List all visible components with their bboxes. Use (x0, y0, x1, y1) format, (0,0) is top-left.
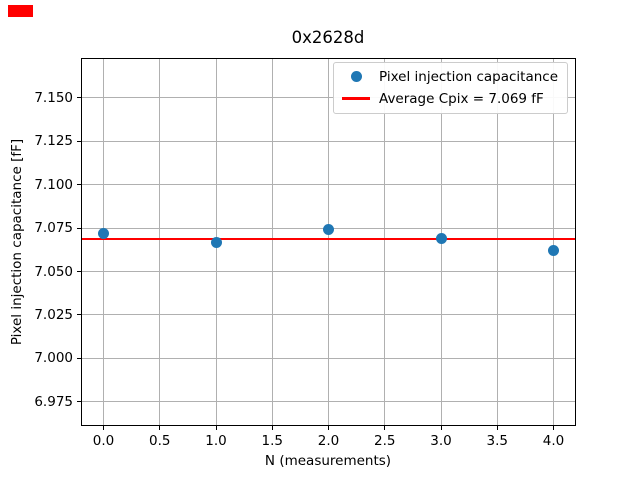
x-tick-mark (496, 426, 498, 430)
x-tick-mark (271, 426, 273, 430)
y-tick-mark (77, 401, 81, 403)
y-tick-mark (77, 97, 81, 99)
gridline-vertical (271, 58, 273, 426)
gridline-vertical (384, 58, 386, 426)
x-tick-label: 4.0 (542, 433, 565, 449)
y-tick-mark (77, 357, 81, 359)
x-tick-mark (440, 426, 442, 430)
gridline-vertical (553, 58, 554, 426)
gridline-horizontal (81, 97, 576, 99)
gridline-horizontal (81, 401, 576, 403)
red-overlay-marker (8, 5, 33, 17)
x-tick-mark (159, 426, 161, 430)
y-axis-label: Pixel injection capacitance [fF] (9, 138, 25, 346)
legend-entry-scatter: Pixel injection capacitance (340, 68, 558, 85)
legend-label: Average Cpix = 7.069 fF (379, 90, 544, 107)
y-tick-label: 7.075 (34, 220, 73, 237)
x-tick-label: 2.0 (317, 433, 340, 449)
x-tick-label: 1.0 (205, 433, 227, 449)
legend-entry-average: Average Cpix = 7.069 fF (340, 90, 558, 107)
x-tick-mark (553, 426, 554, 430)
gridline-horizontal (81, 271, 576, 272)
x-tick-label: 3.0 (430, 433, 452, 449)
data-point (435, 233, 447, 245)
legend-label: Pixel injection capacitance (379, 68, 559, 85)
y-tick-label: 7.150 (34, 89, 73, 106)
x-tick-label: 0.5 (149, 433, 171, 449)
legend: Pixel injection capacitance Average Cpix… (333, 62, 569, 114)
gridline-horizontal (81, 357, 576, 359)
y-tick-mark (77, 271, 81, 272)
x-tick-mark (215, 426, 217, 430)
x-tick-label: 3.5 (486, 433, 508, 449)
x-tick-label: 2.5 (374, 433, 396, 449)
x-axis-label: N (measurements) (264, 453, 392, 469)
data-point (548, 245, 559, 257)
chart-title: 0x2628d (291, 28, 365, 47)
y-tick-mark (77, 140, 81, 142)
y-tick-mark (77, 184, 81, 186)
legend-handle (340, 97, 372, 100)
y-tick-label: 7.000 (34, 350, 73, 367)
gridline-vertical (328, 58, 329, 426)
y-tick-label: 7.050 (34, 263, 73, 280)
y-tick-mark (77, 314, 81, 316)
x-tick-label: 1.5 (261, 433, 283, 449)
gridline-horizontal (81, 140, 576, 142)
y-tick-mark (77, 227, 81, 229)
y-tick-label: 7.025 (34, 306, 73, 323)
average-line (81, 237, 576, 240)
scatter-marker-icon (350, 71, 362, 82)
gridline-vertical (103, 58, 104, 426)
data-point (98, 227, 109, 239)
x-tick-label: 0.0 (92, 433, 115, 449)
line-marker-icon (342, 97, 370, 100)
y-tick-label: 6.975 (34, 393, 73, 410)
legend-handle (340, 71, 372, 82)
x-tick-mark (103, 426, 104, 430)
data-point (323, 224, 334, 236)
y-tick-label: 7.100 (34, 176, 73, 193)
y-tick-label: 7.125 (34, 133, 73, 150)
x-tick-mark (384, 426, 386, 430)
data-point (210, 236, 222, 248)
gridline-horizontal (81, 184, 576, 186)
x-tick-mark (328, 426, 329, 430)
gridline-vertical (159, 58, 161, 426)
gridline-vertical (496, 58, 498, 426)
gridline-horizontal (81, 314, 576, 316)
